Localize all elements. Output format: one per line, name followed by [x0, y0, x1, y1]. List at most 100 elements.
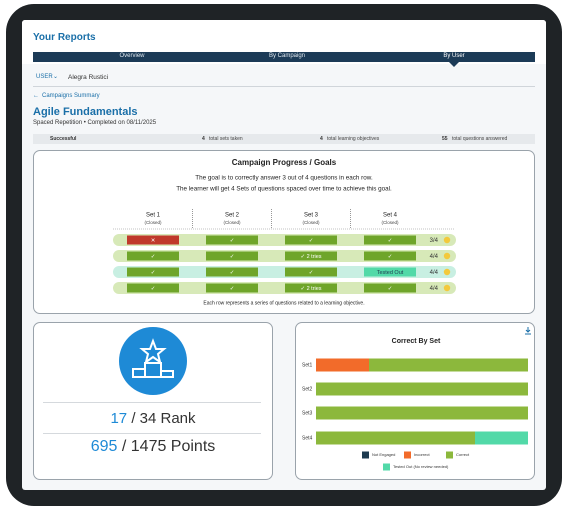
cell-label: ✓ [388, 238, 393, 244]
campaign-title: Agile Fundamentals [33, 106, 138, 118]
rank-value: 17 [110, 410, 128, 427]
bar-segment [316, 382, 528, 396]
stat-value: Successful [50, 136, 77, 142]
download-icon[interactable] [525, 327, 531, 335]
legend-label: Correct [456, 452, 470, 457]
legend-swatch [362, 451, 369, 459]
smiley-icon [443, 284, 451, 292]
legend-label: Not Engaged [372, 452, 395, 457]
cell [285, 251, 337, 261]
smiley-icon [443, 268, 451, 276]
points-total: / 1475 Points [121, 438, 216, 455]
bar-segment [316, 431, 475, 445]
y-tick-label: Set1 [302, 362, 313, 368]
smiley-icon [443, 252, 451, 260]
podium-icon [132, 338, 174, 378]
tab-indicator [449, 62, 459, 67]
stat-value: 4 [202, 136, 205, 142]
smiley-icon [443, 236, 451, 244]
set-name: Set 3 [304, 213, 319, 219]
campaign-subtitle: Spaced Repetition • Completed on 08/11/2… [33, 120, 157, 126]
cell [206, 283, 258, 293]
stat-label: total learning objectives [327, 136, 380, 142]
y-tick-label: Set2 [302, 386, 313, 392]
cell-label: ✓ [151, 270, 156, 276]
stat-value: 4 [320, 136, 323, 142]
stat-label: total sets taken [209, 136, 243, 142]
cell [206, 235, 258, 245]
user-name: Alegra Rustici [68, 74, 109, 81]
tab[interactable]: By User [443, 53, 465, 59]
cell-label: ✓ 2 tries [300, 254, 321, 260]
cell-label: ✓ [230, 286, 235, 292]
points-value: 695 [90, 438, 118, 455]
cell-label: Tested Out [377, 270, 404, 276]
cell [127, 283, 179, 293]
cell-label: ✓ [388, 286, 393, 292]
cell-label: ✕ [151, 238, 156, 244]
y-tick-label: Set4 [302, 435, 313, 441]
legend-swatch [404, 451, 411, 459]
set-status: (Closed) [144, 220, 162, 225]
cell-label: ✓ [388, 254, 393, 260]
cell-label: ✓ [309, 270, 314, 276]
legend-swatch [446, 451, 453, 459]
stats-strip [33, 134, 535, 144]
back-link[interactable]: Campaigns Summary [42, 93, 100, 99]
bar-segment [316, 406, 528, 420]
progress-line: The learner will get 4 Sets of questions… [176, 186, 392, 193]
y-tick-label: Set3 [302, 410, 313, 416]
cell [285, 267, 337, 277]
legend-label: Incorrect [414, 452, 430, 457]
divider [43, 433, 261, 434]
divider [43, 402, 261, 403]
cell [364, 251, 416, 261]
chart-title: Correct By Set [392, 338, 441, 345]
row-score: 4/4 [430, 270, 439, 276]
cell-label: ✓ [151, 286, 156, 292]
row-score: 4/4 [430, 254, 439, 260]
cell [206, 267, 258, 277]
bar-segment [475, 431, 528, 445]
tab-bar [33, 52, 535, 62]
rank: 17 / 34 Rank [33, 410, 273, 427]
row-score: 3/4 [430, 238, 439, 244]
set-name: Set 1 [146, 213, 161, 219]
cell [285, 283, 337, 293]
points: 695 / 1475 Points [33, 438, 273, 456]
stat-value: 55 [442, 136, 448, 142]
user-label[interactable]: USER [36, 74, 53, 80]
cell [127, 235, 179, 245]
bar-segment [369, 358, 528, 372]
page-title: Your Reports [33, 32, 96, 43]
stat-label: total questions answered [452, 136, 508, 142]
tab[interactable]: Overview [119, 53, 145, 59]
set-name: Set 2 [225, 213, 240, 219]
cell [285, 235, 337, 245]
cell [127, 267, 179, 277]
row-score: 4/4 [430, 286, 439, 292]
cell-label: ✓ [230, 254, 235, 260]
back-arrow[interactable]: ← [33, 93, 39, 99]
cell [364, 235, 416, 245]
set-name: Set 4 [383, 213, 398, 219]
rank-badge [119, 327, 187, 395]
cell [127, 251, 179, 261]
cell-label: ✓ 2 tries [300, 286, 321, 292]
cell [364, 267, 416, 277]
progress-line: The goal is to correctly answer 3 out of… [195, 175, 373, 182]
set-status: (Closed) [302, 220, 320, 225]
progress-title: Campaign Progress / Goals [232, 158, 337, 167]
cell [206, 251, 258, 261]
tab[interactable]: By Campaign [268, 53, 306, 59]
dropdown-icon[interactable]: ⌄ [53, 74, 59, 80]
cell [364, 283, 416, 293]
cell-label: ✓ [230, 270, 235, 276]
set-status: (Closed) [381, 220, 399, 225]
legend-swatch [383, 463, 390, 471]
progress-footnote: Each row represents a series of question… [203, 300, 364, 306]
cell-label: ✓ [230, 238, 235, 244]
divider [33, 86, 535, 87]
